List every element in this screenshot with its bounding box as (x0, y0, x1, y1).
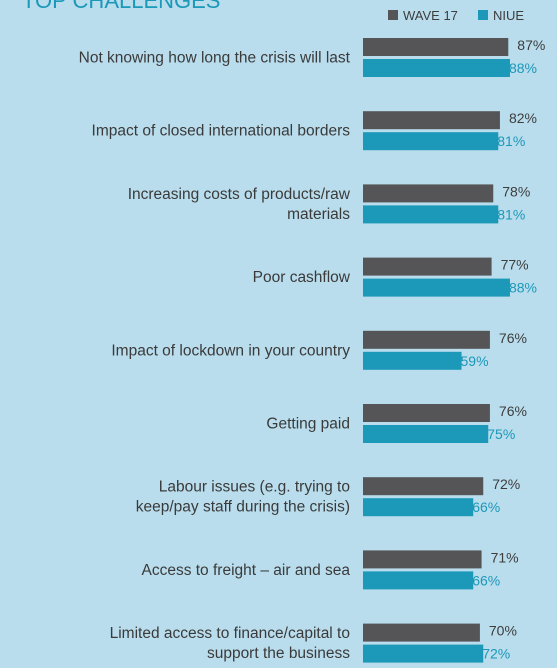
bar-niue (363, 351, 462, 370)
data-label-niue: 66% (472, 499, 500, 515)
legend-swatch-wave17 (388, 10, 398, 20)
legend: WAVE 17 NIUE (388, 8, 524, 23)
data-label-niue: 59% (461, 353, 489, 369)
category-label: Getting paid (266, 416, 350, 433)
category-label: keep/pay staff during the crisis) (136, 499, 350, 516)
bar-wave17 (363, 550, 482, 569)
bar-niue (363, 59, 510, 77)
data-label-niue: 88% (509, 60, 537, 76)
category-label: Limited access to finance/capital to (110, 625, 350, 642)
bar-wave17 (363, 477, 484, 496)
bar-niue (363, 644, 484, 663)
data-label-wave17: 76% (499, 330, 527, 346)
bar-niue (363, 498, 474, 517)
bar-niue (363, 132, 499, 151)
bar-wave17 (363, 111, 500, 130)
category-label: Poor cashflow (253, 269, 351, 286)
data-label-niue: 72% (482, 646, 510, 662)
chart-title: TOP CHALLENGES (22, 0, 220, 13)
bar-wave17 (363, 184, 494, 203)
category-label: Not knowing how long the crisis will las… (79, 50, 351, 67)
data-label-wave17: 77% (501, 257, 529, 273)
bar-wave17 (363, 38, 509, 56)
data-label-niue: 88% (509, 280, 537, 296)
category-label: support the business (207, 645, 350, 662)
data-label-wave17: 72% (492, 476, 520, 492)
data-label-wave17: 87% (517, 37, 545, 53)
bar-niue (363, 278, 510, 297)
data-label-wave17: 70% (489, 623, 517, 639)
legend-swatch-niue (478, 10, 488, 20)
data-label-wave17: 78% (502, 183, 530, 199)
bar-niue (363, 425, 489, 443)
data-label-wave17: 82% (509, 110, 537, 126)
category-label: Impact of lockdown in your country (111, 342, 350, 359)
category-label: materials (287, 206, 350, 223)
data-label-wave17: 71% (491, 549, 519, 565)
data-label-niue: 81% (497, 133, 525, 149)
data-label-niue: 81% (497, 206, 525, 222)
data-label-wave17: 76% (499, 403, 527, 419)
plot-area: 87% 88% Not knowing how long the crisis wi… (79, 37, 545, 663)
category-label: Increasing costs of products/raw (128, 186, 351, 203)
category-label: Access to freight – air and sea (141, 562, 350, 579)
bar-wave17 (363, 404, 490, 422)
bar-niue (363, 205, 499, 224)
legend-label-wave17: WAVE 17 (403, 8, 458, 23)
data-label-niue: 66% (472, 572, 500, 588)
bar-wave17 (363, 330, 490, 349)
category-label: Labour issues (e.g. trying to (159, 479, 350, 496)
legend-label-niue: NIUE (493, 8, 524, 23)
bar-niue (363, 571, 474, 590)
bar-wave17 (363, 257, 492, 276)
bar-wave17 (363, 623, 480, 642)
data-label-niue: 75% (487, 426, 515, 442)
category-label: Impact of closed international borders (92, 123, 351, 140)
